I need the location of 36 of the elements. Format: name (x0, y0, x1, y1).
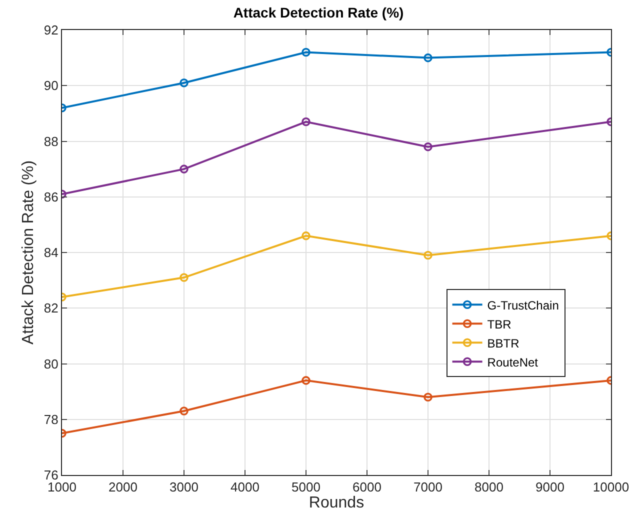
y-tick-label: 92 (44, 22, 58, 38)
chart-title: Attack Detection Rate (%) (233, 4, 404, 21)
x-axis-title: Rounds (308, 494, 364, 512)
y-axis-title: Attack Detection Rate (%) (20, 160, 37, 345)
point (424, 53, 432, 62)
point (424, 392, 432, 402)
y-tick-label: 84 (44, 245, 58, 260)
legend-label: RouteNet (487, 355, 539, 370)
point (180, 164, 188, 174)
x-tick-label: 5000 (292, 480, 320, 495)
x-tick-label: 10000 (592, 480, 630, 495)
x-tick-label: 8000 (474, 480, 504, 495)
y-tick-label: 88 (44, 134, 58, 149)
x-tick-label: 6000 (352, 480, 382, 495)
point (180, 273, 188, 282)
point (302, 231, 310, 240)
x-tick-label: 3000 (170, 480, 198, 495)
point (424, 250, 432, 260)
x-tick-label: 2000 (108, 480, 138, 495)
y-tick-label: 82 (44, 300, 58, 316)
y-tick-label: 90 (44, 78, 58, 94)
point (302, 117, 310, 126)
point (302, 376, 310, 385)
y-tick-label: 86 (44, 189, 58, 204)
y-tick-label: 80 (44, 356, 58, 372)
legend-label: BBTR (487, 336, 520, 350)
point (302, 48, 310, 57)
point (180, 78, 188, 88)
point (180, 406, 188, 416)
legend-label: TBR (487, 317, 512, 332)
point (424, 142, 432, 152)
x-tick-label: 4000 (230, 480, 260, 495)
legend-label: G-TrustChain (487, 298, 559, 312)
y-tick-label: 78 (44, 412, 58, 427)
x-tick-label: 7000 (414, 480, 442, 495)
x-tick-label: 9000 (536, 480, 564, 495)
